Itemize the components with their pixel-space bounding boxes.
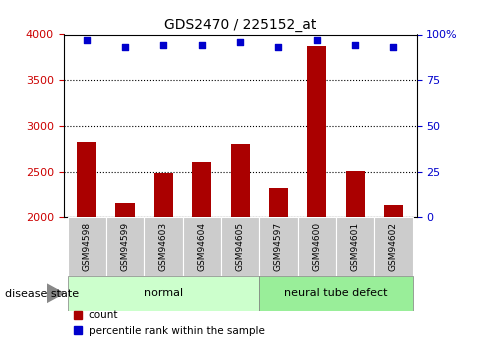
Text: GSM94598: GSM94598 <box>82 222 91 271</box>
Text: GSM94600: GSM94600 <box>312 222 321 271</box>
Point <box>159 43 167 48</box>
Bar <box>384 205 403 217</box>
Bar <box>259 217 297 276</box>
Text: GSM94605: GSM94605 <box>236 222 245 271</box>
Bar <box>374 217 413 276</box>
Point <box>236 39 244 45</box>
Bar <box>154 172 173 217</box>
Bar <box>192 161 211 217</box>
Text: GSM94597: GSM94597 <box>274 222 283 271</box>
Text: neural tube defect: neural tube defect <box>284 288 388 298</box>
Text: GSM94601: GSM94601 <box>351 222 360 271</box>
Bar <box>336 217 374 276</box>
Point <box>121 45 129 50</box>
Text: GSM94604: GSM94604 <box>197 222 206 271</box>
Text: normal: normal <box>144 288 183 298</box>
Point <box>390 45 397 50</box>
Point <box>198 43 206 48</box>
Point <box>313 37 321 43</box>
Bar <box>269 188 288 217</box>
Text: GSM94603: GSM94603 <box>159 222 168 271</box>
Bar <box>68 276 259 310</box>
Bar <box>307 46 326 217</box>
Bar <box>183 217 221 276</box>
Bar <box>106 217 144 276</box>
Bar <box>230 144 250 217</box>
Legend: count, percentile rank within the sample: count, percentile rank within the sample <box>69 306 269 340</box>
Bar <box>77 142 97 217</box>
Point <box>83 37 91 43</box>
Bar <box>144 217 183 276</box>
Text: GSM94599: GSM94599 <box>121 222 129 271</box>
Bar <box>259 276 413 310</box>
Bar <box>221 217 259 276</box>
Polygon shape <box>47 284 64 303</box>
Text: disease state: disease state <box>5 289 79 299</box>
Bar <box>345 171 365 217</box>
Bar <box>297 217 336 276</box>
Bar <box>68 217 106 276</box>
Bar <box>116 203 135 217</box>
Text: GSM94602: GSM94602 <box>389 222 398 271</box>
Point <box>274 45 282 50</box>
Point <box>351 43 359 48</box>
Title: GDS2470 / 225152_at: GDS2470 / 225152_at <box>164 18 316 32</box>
